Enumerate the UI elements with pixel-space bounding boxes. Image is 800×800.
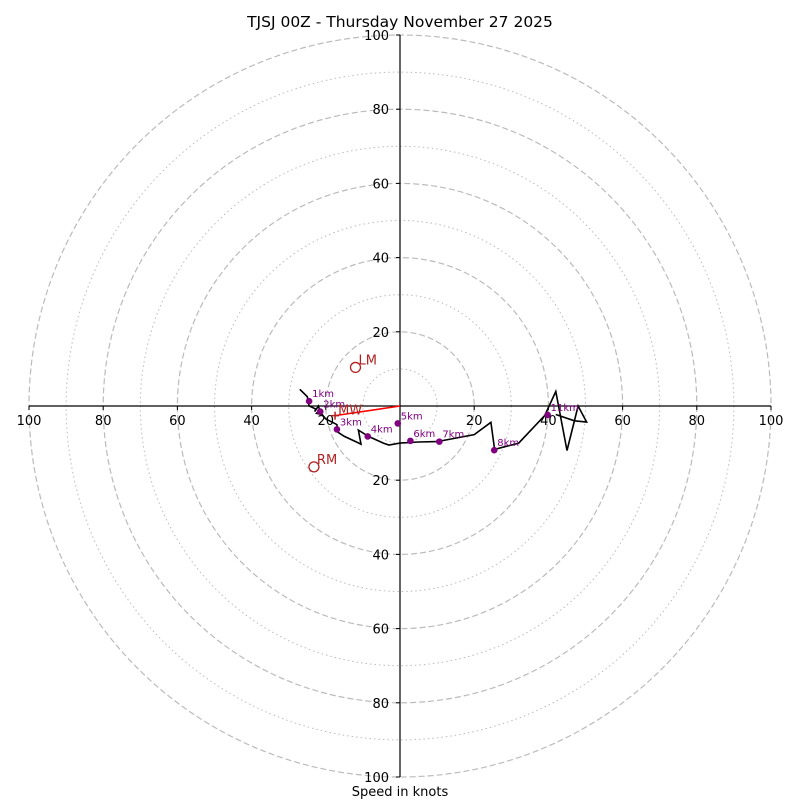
height-label-4km: 4km [371, 424, 393, 435]
storm-label-LM: LM [358, 353, 376, 368]
tick-label-top: 80 [372, 103, 389, 118]
tick-label-top: 20 [372, 326, 389, 341]
height-marker-4km [364, 433, 372, 440]
height-marker-8km [490, 446, 498, 454]
x-axis-label: Speed in knots [352, 785, 449, 800]
height-label-11km: 11km [551, 403, 579, 414]
tick-label-top: 60 [372, 177, 389, 192]
tick-label-bottom: 100 [364, 771, 389, 786]
height-label-3km: 3km [340, 417, 362, 428]
height-label-2km: 2km [323, 400, 345, 411]
storm-marker-RM [308, 461, 320, 473]
height-label-8km: 8km [497, 438, 519, 449]
tick-label-bottom: 20 [372, 474, 389, 489]
height-label-7km: 7km [442, 430, 464, 441]
tick-label-left: 20 [318, 414, 335, 429]
height-marker-7km [436, 438, 443, 445]
height-marker-1km [305, 397, 313, 405]
tick-label-bottom: 60 [372, 623, 389, 638]
tick-label-right: 40 [540, 414, 557, 429]
height-marker-5km [394, 420, 402, 427]
tick-label-right: 20 [466, 414, 483, 429]
chart-title: TJSJ 00Z - Thursday November 27 2025 [246, 13, 553, 31]
height-marker-6km [407, 437, 414, 445]
tick-labels: 100 80 60 40 20 20 40 60 80 100 100 80 60 40 20 20 40 60 8… [17, 29, 784, 786]
shear-vector [334, 405, 401, 417]
tick-label-right: 60 [614, 414, 631, 429]
height-label-6km: 6km [413, 429, 435, 440]
tick-label-top: 40 [372, 252, 389, 267]
tick-label-top: 100 [364, 29, 389, 44]
height-marker-11km [544, 411, 551, 419]
tick-label-left: 80 [95, 414, 112, 429]
tick-label-left: 40 [243, 414, 260, 429]
tick-label-bottom: 40 [372, 548, 389, 563]
height-label-5km: 5km [401, 411, 423, 422]
tick-label-right: 100 [759, 414, 784, 429]
tick-label-right: 80 [689, 414, 706, 429]
height-label-1km: 1km [312, 389, 334, 400]
storm-label-MW: MW [338, 404, 362, 419]
height-marker-2km [316, 408, 324, 415]
tick-label-bottom: 80 [372, 697, 389, 712]
storm-motion-markers: LM RM MW [308, 353, 377, 473]
storm-label-RM: RM [317, 453, 337, 468]
tick-label-left: 60 [169, 414, 186, 429]
shear-vector-line [334, 405, 401, 417]
height-marker-3km [333, 426, 341, 433]
storm-marker-LM [349, 361, 362, 374]
tick-label-left: 100 [17, 414, 42, 429]
